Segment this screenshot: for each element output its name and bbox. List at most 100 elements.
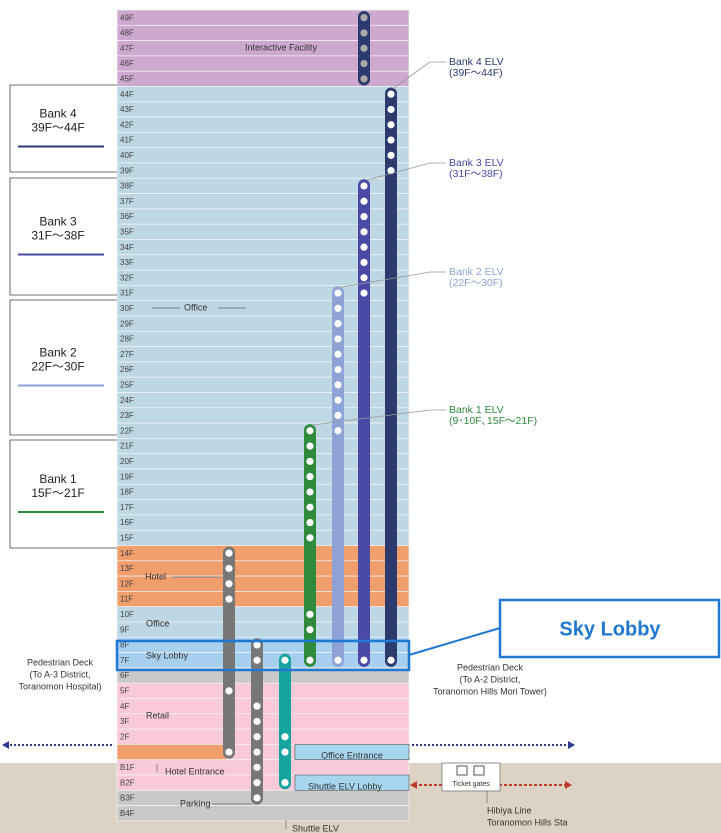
elevator-stop — [225, 748, 233, 756]
elevator-stop — [253, 794, 261, 802]
floor-label: 22F — [120, 426, 134, 435]
deck-label: Pedestrian Deck — [457, 662, 524, 672]
zone-label: Office — [146, 618, 169, 628]
floor-label: 32F — [120, 273, 134, 282]
bank-range: 31F～38F — [31, 229, 84, 243]
elevator-stop — [281, 748, 289, 756]
shuttle-lobby — [294, 774, 410, 791]
elevator-range: (9･10F､15F～21F) — [449, 415, 537, 427]
floor-label: B3F — [120, 794, 135, 803]
callout-text: Sky Lobby — [559, 618, 661, 640]
elevator-shaft — [332, 286, 344, 667]
floor-label: 37F — [120, 197, 134, 206]
zone-label: Hotel Entrance — [165, 766, 225, 776]
deck-arrow — [2, 741, 9, 749]
elevator-stop — [360, 258, 368, 267]
elevator-stop — [225, 549, 233, 557]
bank-box — [9, 299, 117, 436]
bank-range: 39F～44F — [31, 121, 84, 135]
elevator-stop — [225, 595, 233, 603]
ticket-gates: Ticket gates — [452, 781, 490, 788]
elevator-shaft — [385, 87, 397, 667]
elevator-stop — [306, 534, 314, 542]
elevator-range: (31F～38F) — [449, 168, 503, 180]
gate-icon — [456, 765, 468, 776]
floor-label: 43F — [120, 105, 134, 114]
elevator-stop — [360, 14, 368, 22]
floor-label: 36F — [120, 212, 134, 221]
floor-label: 7F — [120, 656, 129, 665]
floor-label: 29F — [120, 319, 134, 328]
elevator-range: (22F～30F) — [449, 277, 503, 289]
elevator-stop — [360, 29, 368, 37]
floor-label: 15F — [120, 533, 134, 542]
elevator-stop — [306, 473, 314, 481]
gates-box — [441, 762, 501, 792]
floor-label: 23F — [120, 411, 134, 420]
subway-arrow — [410, 781, 417, 789]
floor-label: 6F — [120, 671, 129, 680]
elevator-stop — [306, 488, 314, 496]
elevator-stop — [253, 733, 261, 741]
elevator-stop — [253, 717, 261, 726]
deck-label: Toranomon Hills Mori Tower) — [433, 686, 547, 696]
elevator-stop — [306, 656, 314, 664]
floor-label: 2F — [120, 732, 129, 741]
deck-label: (To A-3 District, — [29, 669, 90, 679]
bank-box — [9, 439, 117, 549]
floor-row — [116, 162, 410, 179]
elevator-stop — [334, 304, 342, 312]
zone-label: Retail — [146, 710, 169, 720]
elevator-stop — [306, 610, 314, 618]
floor-label: 27F — [120, 350, 134, 359]
elevator-stop — [334, 656, 342, 664]
subway-arrow — [565, 781, 572, 789]
zone-label: Shuttle ELV Lobby — [308, 781, 382, 791]
office-entrance — [294, 744, 410, 761]
leader-line — [311, 409, 446, 426]
bank-name: Bank 1 — [39, 472, 77, 486]
bank-box — [9, 177, 117, 296]
floor-label: 28F — [120, 335, 134, 344]
elevator-name: Bank 2 ELV — [449, 266, 504, 278]
elevator-stop — [306, 427, 314, 435]
elevator-stop — [334, 396, 342, 404]
floor-row — [116, 86, 410, 103]
deck-label: (To A-2 District, — [459, 674, 520, 684]
floor-label: 46F — [120, 59, 134, 68]
elevator-stop — [360, 243, 368, 251]
elevator-name: Bank 4 ELV — [449, 56, 504, 68]
elevator-stop — [360, 212, 368, 221]
elevator-name: Bank 1 ELV — [449, 404, 504, 416]
floor-label: 41F — [120, 136, 134, 145]
elevator-stop — [281, 733, 289, 741]
floor-row — [116, 805, 410, 822]
station-label: Hibiya Line — [487, 805, 532, 815]
elevator-stop — [360, 274, 368, 282]
floor-label: 38F — [120, 182, 134, 191]
elevator-stop — [360, 182, 368, 190]
floor-label: 24F — [120, 396, 134, 405]
elevator-range: (39F～44F) — [449, 67, 503, 79]
bank-name: Bank 2 — [39, 346, 77, 360]
floor-label: 12F — [120, 579, 134, 588]
elevator-stop — [334, 335, 342, 343]
leader-line — [365, 162, 446, 181]
floor-label: 47F — [120, 44, 134, 53]
floor-label: 21F — [120, 442, 134, 451]
elevator-stop — [360, 59, 368, 68]
floor-label: 11F — [120, 595, 133, 604]
floor-label: 13F — [120, 564, 134, 573]
elevator-stop — [387, 105, 395, 114]
floor-label: 25F — [120, 380, 134, 389]
floor-label: 40F — [120, 151, 134, 160]
elevator-stop — [253, 763, 261, 771]
floor-label: 49F — [120, 13, 134, 22]
elevator-stop — [334, 289, 342, 297]
zone-label: Interactive Facility — [245, 42, 318, 52]
elevator-stop — [281, 779, 289, 787]
floor-label: 20F — [120, 457, 134, 466]
callout-box — [498, 598, 721, 659]
floor-label: 19F — [120, 472, 134, 481]
